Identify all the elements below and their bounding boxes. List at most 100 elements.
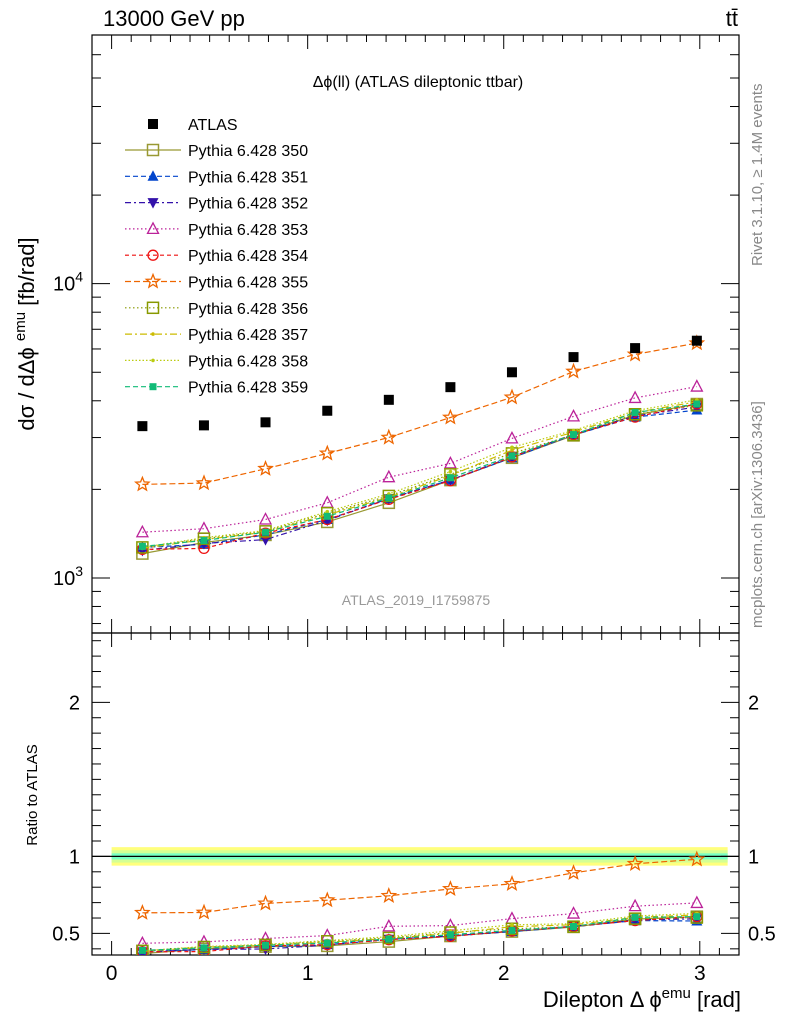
mc-point — [631, 408, 639, 416]
legend-marker — [146, 301, 160, 315]
ratio-point — [200, 944, 208, 952]
legend-label: Pythia 6.428 359 — [188, 380, 308, 397]
mc-point — [441, 408, 459, 425]
ratio-point — [257, 894, 274, 911]
legend-marker-atlas — [148, 119, 158, 129]
mc-point — [626, 345, 644, 362]
mc-point — [505, 431, 519, 444]
mc-line — [142, 399, 697, 548]
legend-label: Pythia 6.428 358 — [188, 353, 308, 370]
data-point — [506, 367, 517, 378]
ratio-series-5 — [133, 850, 706, 920]
mc-series-5 — [134, 334, 706, 492]
ratio-y-tick-label-left: 1 — [69, 846, 80, 868]
legend-label: ATLAS — [188, 117, 238, 134]
header-left: 13000 GeV pp — [103, 6, 245, 31]
x-tick-label: 0 — [106, 962, 118, 985]
mc-point — [257, 460, 274, 476]
ratio-point — [631, 913, 639, 921]
ratio-point — [510, 923, 514, 927]
mc-series-3 — [135, 379, 704, 538]
ratio-line — [142, 912, 697, 952]
ratio-y-tick-label-left: 2 — [69, 692, 80, 714]
mc-point — [628, 390, 642, 404]
data-point — [260, 417, 271, 428]
legend-marker — [151, 358, 155, 363]
main-ylabel: dσ / dΔϕ emu [fb/rad] — [12, 237, 39, 430]
mc-point — [135, 524, 149, 538]
mc-line — [142, 386, 697, 533]
legend-marker — [144, 272, 162, 289]
ratio-point — [626, 855, 644, 871]
mc-series-9 — [138, 400, 701, 550]
legend-label: Pythia 6.428 354 — [188, 248, 308, 265]
x-tick-label: 3 — [694, 962, 706, 985]
ratio-point — [570, 922, 578, 930]
rivet-text: Rivet 3.1.10, ≥ 1.4M events — [749, 84, 766, 267]
ratio-y-tick-label-right: 2 — [748, 692, 759, 714]
mc-point — [508, 452, 516, 460]
mc-point — [510, 448, 514, 452]
mc-point — [380, 428, 398, 445]
legend: ATLAS Pythia 6.428 350 Pythia 6.428 351 Pyt… — [125, 117, 308, 397]
ratio-point — [688, 850, 706, 867]
mc-line — [142, 342, 697, 485]
mc-point — [688, 334, 706, 351]
ratio-point — [693, 913, 701, 921]
mc-point — [195, 474, 213, 491]
legend-label: Pythia 6.428 357 — [188, 327, 308, 344]
data-point — [137, 421, 148, 432]
mc-point — [443, 456, 457, 469]
ratio-line — [142, 858, 697, 914]
mc-point — [382, 469, 396, 483]
header-right: tt̄ — [726, 6, 738, 31]
legend-marker — [151, 332, 155, 336]
legend-marker — [146, 221, 160, 235]
ratio-line — [142, 916, 697, 953]
legend-marker — [147, 198, 159, 209]
mc-point — [262, 528, 270, 536]
mc-point — [693, 400, 701, 408]
ratio-point — [318, 891, 336, 908]
legend-label: Pythia 6.428 353 — [188, 222, 308, 239]
ratio-point — [503, 874, 521, 891]
data-point — [568, 352, 579, 363]
ratio-y-tick-label-right: 1 — [748, 846, 759, 868]
atlas-data-series — [137, 335, 702, 432]
data-point — [383, 394, 394, 405]
mc-line — [142, 404, 697, 548]
mc-point — [510, 445, 514, 450]
mc-point — [448, 469, 453, 474]
legend-label: Pythia 6.428 351 — [188, 169, 308, 186]
mc-point — [318, 444, 336, 461]
ratio-point — [441, 880, 459, 897]
ratio-uncertainty-band — [92, 847, 739, 866]
ratio-point — [382, 931, 396, 945]
data-point — [198, 420, 209, 431]
xlabel: Dilepton Δ ϕemu [rad] — [543, 985, 741, 1012]
legend-label: Pythia 6.428 352 — [188, 196, 308, 213]
ratio-point — [262, 941, 270, 949]
mc-line — [142, 403, 697, 547]
legend-marker — [147, 170, 159, 181]
mc-point — [200, 537, 208, 545]
mc-point — [138, 542, 146, 550]
main-title: Δϕ(ll) (ATLAS dileptonic ttbar) — [313, 74, 524, 91]
legend-marker — [147, 249, 159, 261]
legend-label: Pythia 6.428 356 — [188, 301, 308, 318]
ratio-panel-frame — [91, 632, 740, 956]
ratio-point — [195, 903, 213, 920]
mc-point — [570, 431, 578, 439]
mc-point — [446, 474, 454, 482]
mc-line — [142, 403, 697, 550]
ratio-series-9 — [138, 913, 701, 954]
ratio-point — [382, 918, 396, 932]
ratio-ylabel: Ratio to ATLAS — [24, 744, 41, 845]
ratio-point — [690, 895, 704, 909]
ratio-line — [142, 902, 697, 944]
mc-point — [566, 408, 581, 422]
mc-point — [325, 509, 330, 514]
mc-point — [258, 512, 273, 525]
ratio-point — [628, 898, 642, 912]
